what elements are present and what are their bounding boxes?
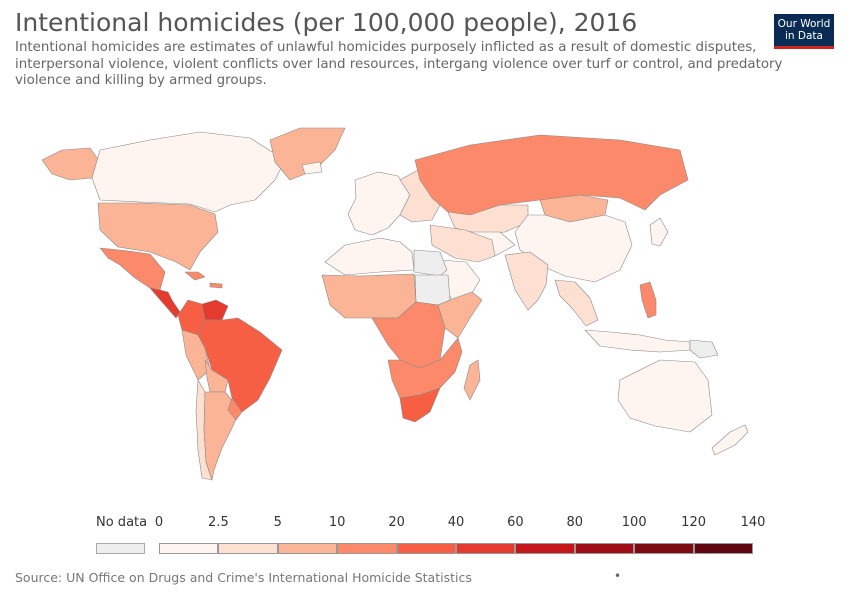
country-madagascar[interactable] [463,359,481,401]
country-central-america[interactable] [149,287,181,319]
legend-bin-swatch[interactable] [218,543,278,554]
legend-nodata-label: No data [96,515,148,530]
country-western-europe[interactable] [347,171,411,236]
legend-bin-swatch[interactable] [337,543,397,554]
country-philippines[interactable] [639,281,657,319]
country-india[interactable] [504,251,549,311]
legend-tick-label: 140 [740,515,766,530]
country-canada[interactable] [91,131,286,213]
country-iceland[interactable] [301,161,323,175]
logo-line-1: Our World [777,18,831,30]
legend-tick-label: 5 [273,515,282,530]
legend-tick-label: 10 [328,515,346,530]
country-alaska[interactable] [41,147,101,181]
legend-tick-label: 80 [566,515,584,530]
source-note[interactable]: Source: UN Office on Drugs and Crime's I… [15,570,472,585]
country-indonesia[interactable] [584,329,691,353]
legend-tick-label: 40 [447,515,465,530]
legend-tick-label: 60 [507,515,524,530]
legend-nodata-swatch [96,543,145,554]
country-southern-africa[interactable] [387,337,463,399]
legend-bin-swatch[interactable] [396,543,456,554]
legend-bin-swatch[interactable] [515,543,575,554]
world-map [41,127,749,481]
country-papua-new-guinea[interactable] [689,339,719,359]
country-uruguay[interactable] [227,397,243,421]
legend-tick-label: 120 [681,515,707,530]
legend-bin-swatch[interactable] [574,543,635,554]
chart-title: Intentional homicides (per 100,000 peopl… [15,8,638,37]
legend-bin-swatch[interactable] [634,543,694,554]
legend-bin-swatch[interactable] [159,543,219,554]
logo-line-2: in Data [785,30,823,42]
country-greenland[interactable] [269,127,346,181]
country-east-africa[interactable] [437,291,483,339]
legend-tick-label: 0 [154,515,164,530]
country-russia[interactable] [414,134,689,216]
country-sudan[interactable] [414,274,451,306]
footer-dot: • [614,569,622,583]
owid-logo[interactable]: Our World in Data [774,14,834,49]
country-west-africa[interactable] [321,273,417,319]
country-caribbean[interactable] [184,271,223,289]
legend-tick-label: 100 [621,515,647,530]
legend-bin-swatch[interactable] [693,543,753,554]
country-south-africa[interactable] [399,387,441,423]
map-legend: No data 0 2.5 5 10 20 40 60 80 100 120 140 [0,505,850,565]
country-australia[interactable] [617,359,713,433]
legend-tick-label: 2.5 [208,515,229,530]
country-brazil[interactable] [197,317,283,413]
chart-subtitle: Intentional homicides are estimates of u… [15,40,783,88]
country-middle-east[interactable] [429,224,496,263]
legend-bin-swatch[interactable] [456,543,516,554]
country-central-africa[interactable] [371,301,446,369]
country-united-states[interactable] [97,202,219,271]
country-southeast-asia[interactable] [554,279,599,327]
legend-tick-label: 20 [388,515,405,530]
country-japan[interactable] [649,217,669,247]
country-north-africa[interactable] [324,237,415,276]
country-new-zealand[interactable] [711,424,749,456]
country-venezuela[interactable] [201,299,229,321]
legend-bin-swatch[interactable] [277,543,338,554]
country-libya[interactable] [413,249,448,277]
